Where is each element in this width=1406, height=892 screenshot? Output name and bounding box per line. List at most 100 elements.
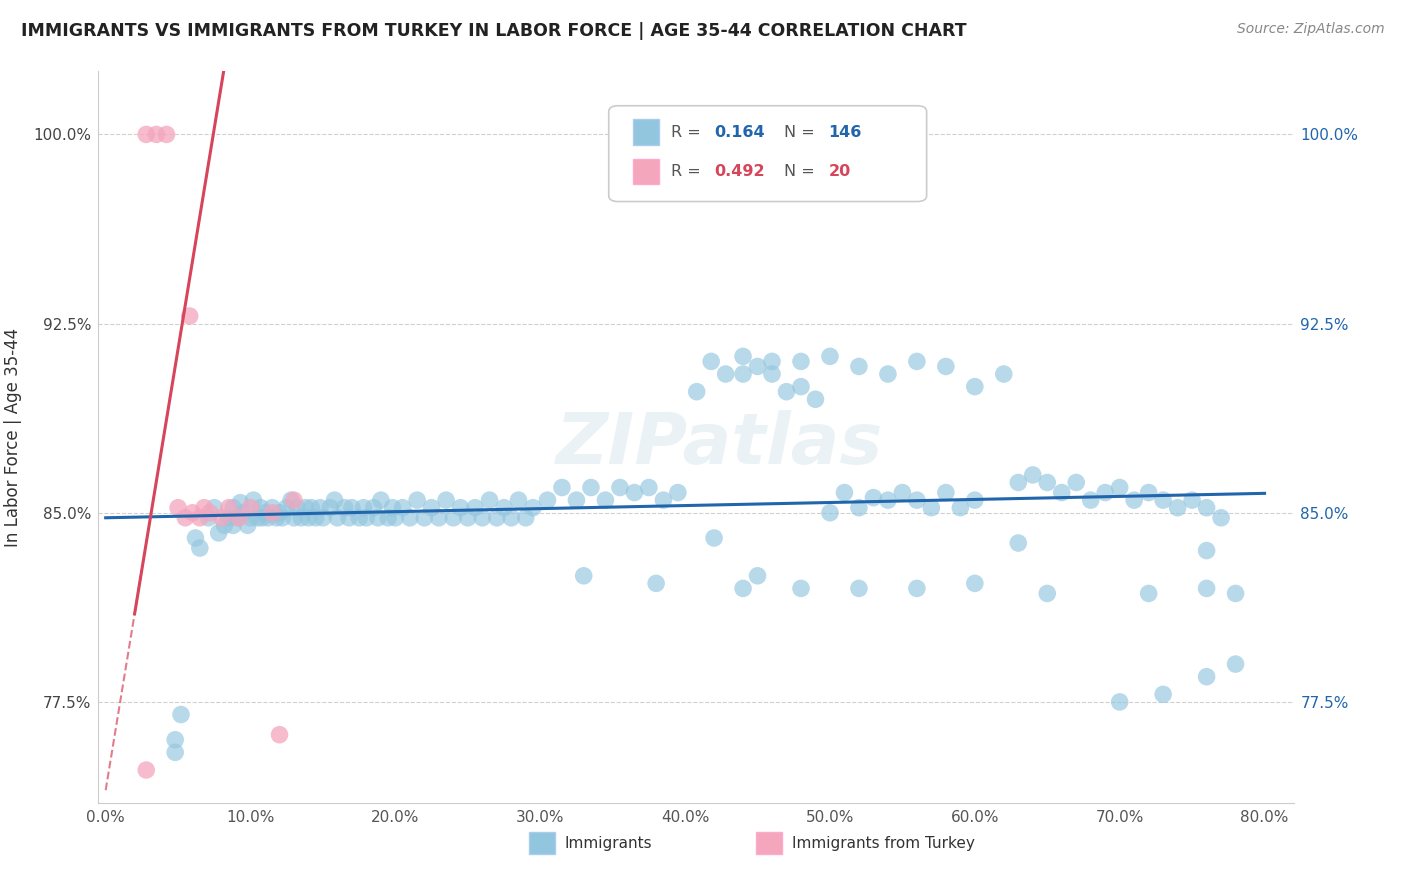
Point xyxy=(1152,687,1174,701)
Point xyxy=(135,128,157,142)
Point xyxy=(818,506,841,520)
Point xyxy=(1094,485,1116,500)
Point xyxy=(280,493,302,508)
Point xyxy=(935,485,957,500)
Point xyxy=(993,367,1015,381)
Point xyxy=(501,510,523,524)
Bar xyxy=(633,120,659,145)
Point xyxy=(271,510,294,524)
Point xyxy=(747,569,769,583)
Point xyxy=(266,510,288,524)
Point xyxy=(877,493,900,508)
Point xyxy=(492,500,515,515)
Point xyxy=(1007,475,1029,490)
Point xyxy=(790,354,813,368)
Point xyxy=(305,510,328,524)
Point xyxy=(198,506,221,520)
Point xyxy=(905,354,928,368)
Point xyxy=(257,510,280,524)
Point xyxy=(262,500,284,515)
Text: Immigrants: Immigrants xyxy=(565,836,652,851)
Point xyxy=(184,531,207,545)
Point xyxy=(208,525,231,540)
Text: 0.492: 0.492 xyxy=(714,164,765,179)
Point xyxy=(862,491,884,505)
Point xyxy=(579,481,602,495)
Point xyxy=(399,510,422,524)
Point xyxy=(848,359,870,374)
Point xyxy=(276,500,298,515)
Point xyxy=(877,367,900,381)
Point xyxy=(963,576,986,591)
Point xyxy=(457,510,479,524)
Point xyxy=(326,510,349,524)
Point xyxy=(905,493,928,508)
Point xyxy=(299,500,322,515)
Point xyxy=(1209,510,1232,524)
Point xyxy=(333,500,356,515)
Point xyxy=(700,354,723,368)
Point xyxy=(761,367,783,381)
Point xyxy=(1050,485,1073,500)
Point xyxy=(218,500,240,515)
Point xyxy=(434,493,457,508)
Point xyxy=(319,500,342,515)
Text: 0.164: 0.164 xyxy=(714,125,765,139)
Point xyxy=(623,485,645,500)
Point xyxy=(645,576,668,591)
Point xyxy=(391,500,413,515)
Point xyxy=(652,493,675,508)
Point xyxy=(363,500,385,515)
Point xyxy=(337,510,360,524)
Point xyxy=(464,500,486,515)
Point xyxy=(353,500,375,515)
Point xyxy=(197,510,219,524)
Point xyxy=(384,510,406,524)
Text: R =: R = xyxy=(671,125,706,139)
Point xyxy=(367,510,389,524)
Point xyxy=(347,510,370,524)
Point xyxy=(1195,500,1218,515)
Point xyxy=(818,350,841,364)
Point xyxy=(427,510,450,524)
Bar xyxy=(756,832,782,854)
Point xyxy=(703,531,725,545)
Point xyxy=(609,481,631,495)
Point xyxy=(714,367,737,381)
Point xyxy=(377,510,399,524)
Point xyxy=(515,510,537,524)
Text: Source: ZipAtlas.com: Source: ZipAtlas.com xyxy=(1237,22,1385,37)
Point xyxy=(246,510,269,524)
Point xyxy=(323,493,346,508)
Point xyxy=(731,582,754,596)
Point xyxy=(508,493,530,508)
Point xyxy=(1108,695,1130,709)
Point xyxy=(1225,657,1247,671)
Point xyxy=(283,510,305,524)
Point xyxy=(572,569,595,583)
Point xyxy=(905,582,928,596)
Point xyxy=(211,510,233,524)
Text: IMMIGRANTS VS IMMIGRANTS FROM TURKEY IN LABOR FORCE | AGE 35-44 CORRELATION CHAR: IMMIGRANTS VS IMMIGRANTS FROM TURKEY IN … xyxy=(21,22,967,40)
Point xyxy=(283,493,305,508)
Point xyxy=(269,728,291,742)
Point xyxy=(297,510,319,524)
Point xyxy=(356,510,378,524)
Text: Immigrants from Turkey: Immigrants from Turkey xyxy=(792,836,974,851)
Point xyxy=(250,510,273,524)
Point xyxy=(1225,586,1247,600)
Point xyxy=(790,582,813,596)
Point xyxy=(747,359,769,374)
Point xyxy=(262,506,284,520)
Point xyxy=(249,500,271,515)
Point xyxy=(638,481,661,495)
Point xyxy=(1195,670,1218,684)
Point xyxy=(963,379,986,393)
Point xyxy=(731,367,754,381)
Point xyxy=(891,485,914,500)
Point xyxy=(1108,481,1130,495)
Point xyxy=(522,500,544,515)
Text: ZIPatlas: ZIPatlas xyxy=(557,410,883,479)
Point xyxy=(595,493,617,508)
Point xyxy=(242,493,264,508)
